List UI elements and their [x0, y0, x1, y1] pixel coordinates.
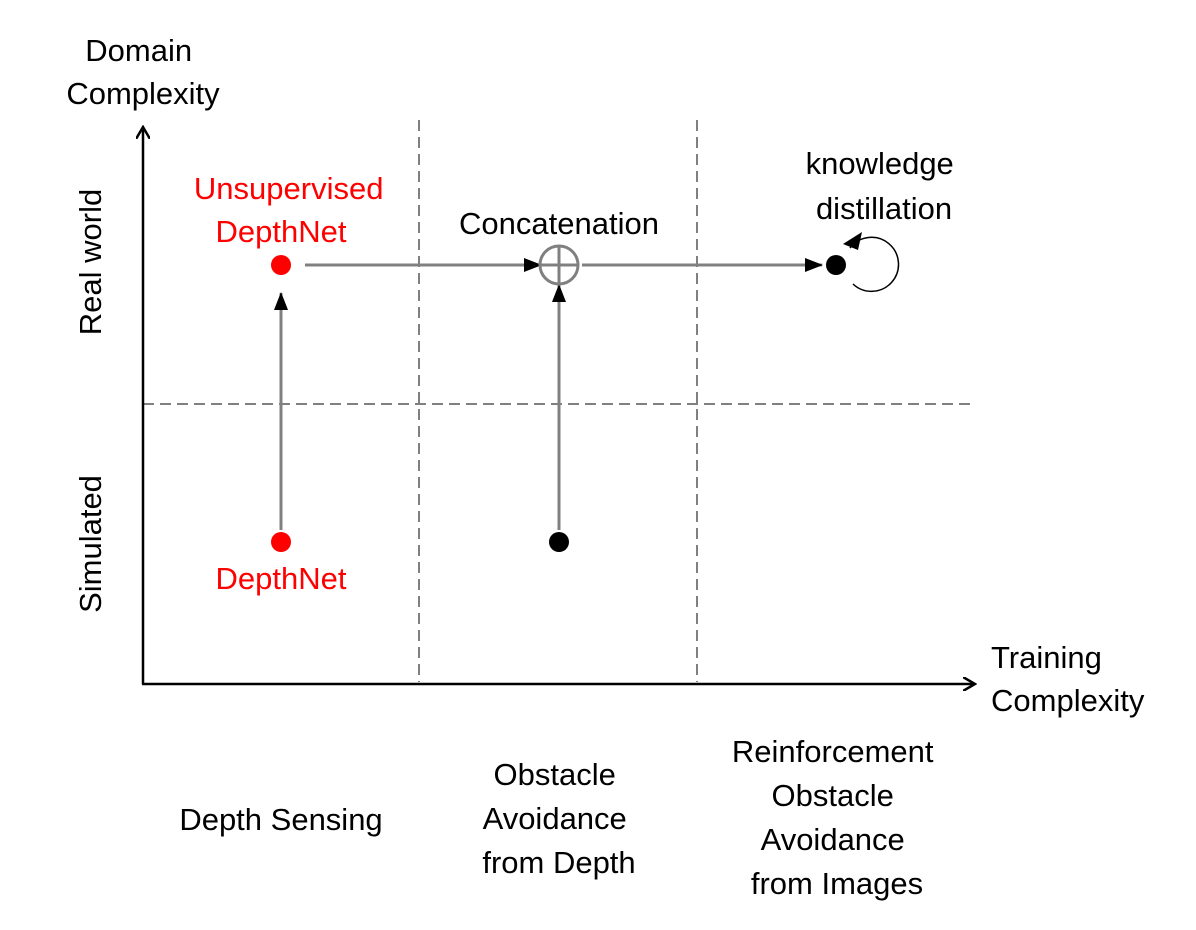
self-loop-arrowhead-icon: [843, 232, 862, 250]
column-label-reinforcement: Reinforcement Obstacle Avoidance from Im…: [732, 734, 942, 901]
x-axis-label: Training Complexity: [991, 640, 1145, 718]
row-label-simulated: Simulated: [73, 475, 108, 613]
label-unsupervised-depthnet: Unsupervised DepthNet: [194, 171, 392, 249]
self-loop-arrow: [849, 236, 900, 293]
node-simulated-obstacle: [549, 532, 569, 552]
concatenation-icon: [538, 244, 580, 286]
row-label-real-world: Real world: [73, 189, 108, 335]
node-depthnet: [271, 532, 291, 552]
label-knowledge-distillation: knowledge distillation: [806, 146, 963, 226]
y-axis-label: Domain Complexity: [66, 33, 220, 111]
label-depthnet: DepthNet: [216, 561, 347, 596]
node-unsupervised-depthnet: [271, 255, 291, 275]
label-concatenation: Concatenation: [459, 206, 659, 241]
column-label-depth-sensing: Depth Sensing: [179, 802, 382, 837]
node-distillation: [826, 255, 846, 275]
column-label-obstacle-depth: Obstacle Avoidance from Depth: [482, 757, 635, 880]
